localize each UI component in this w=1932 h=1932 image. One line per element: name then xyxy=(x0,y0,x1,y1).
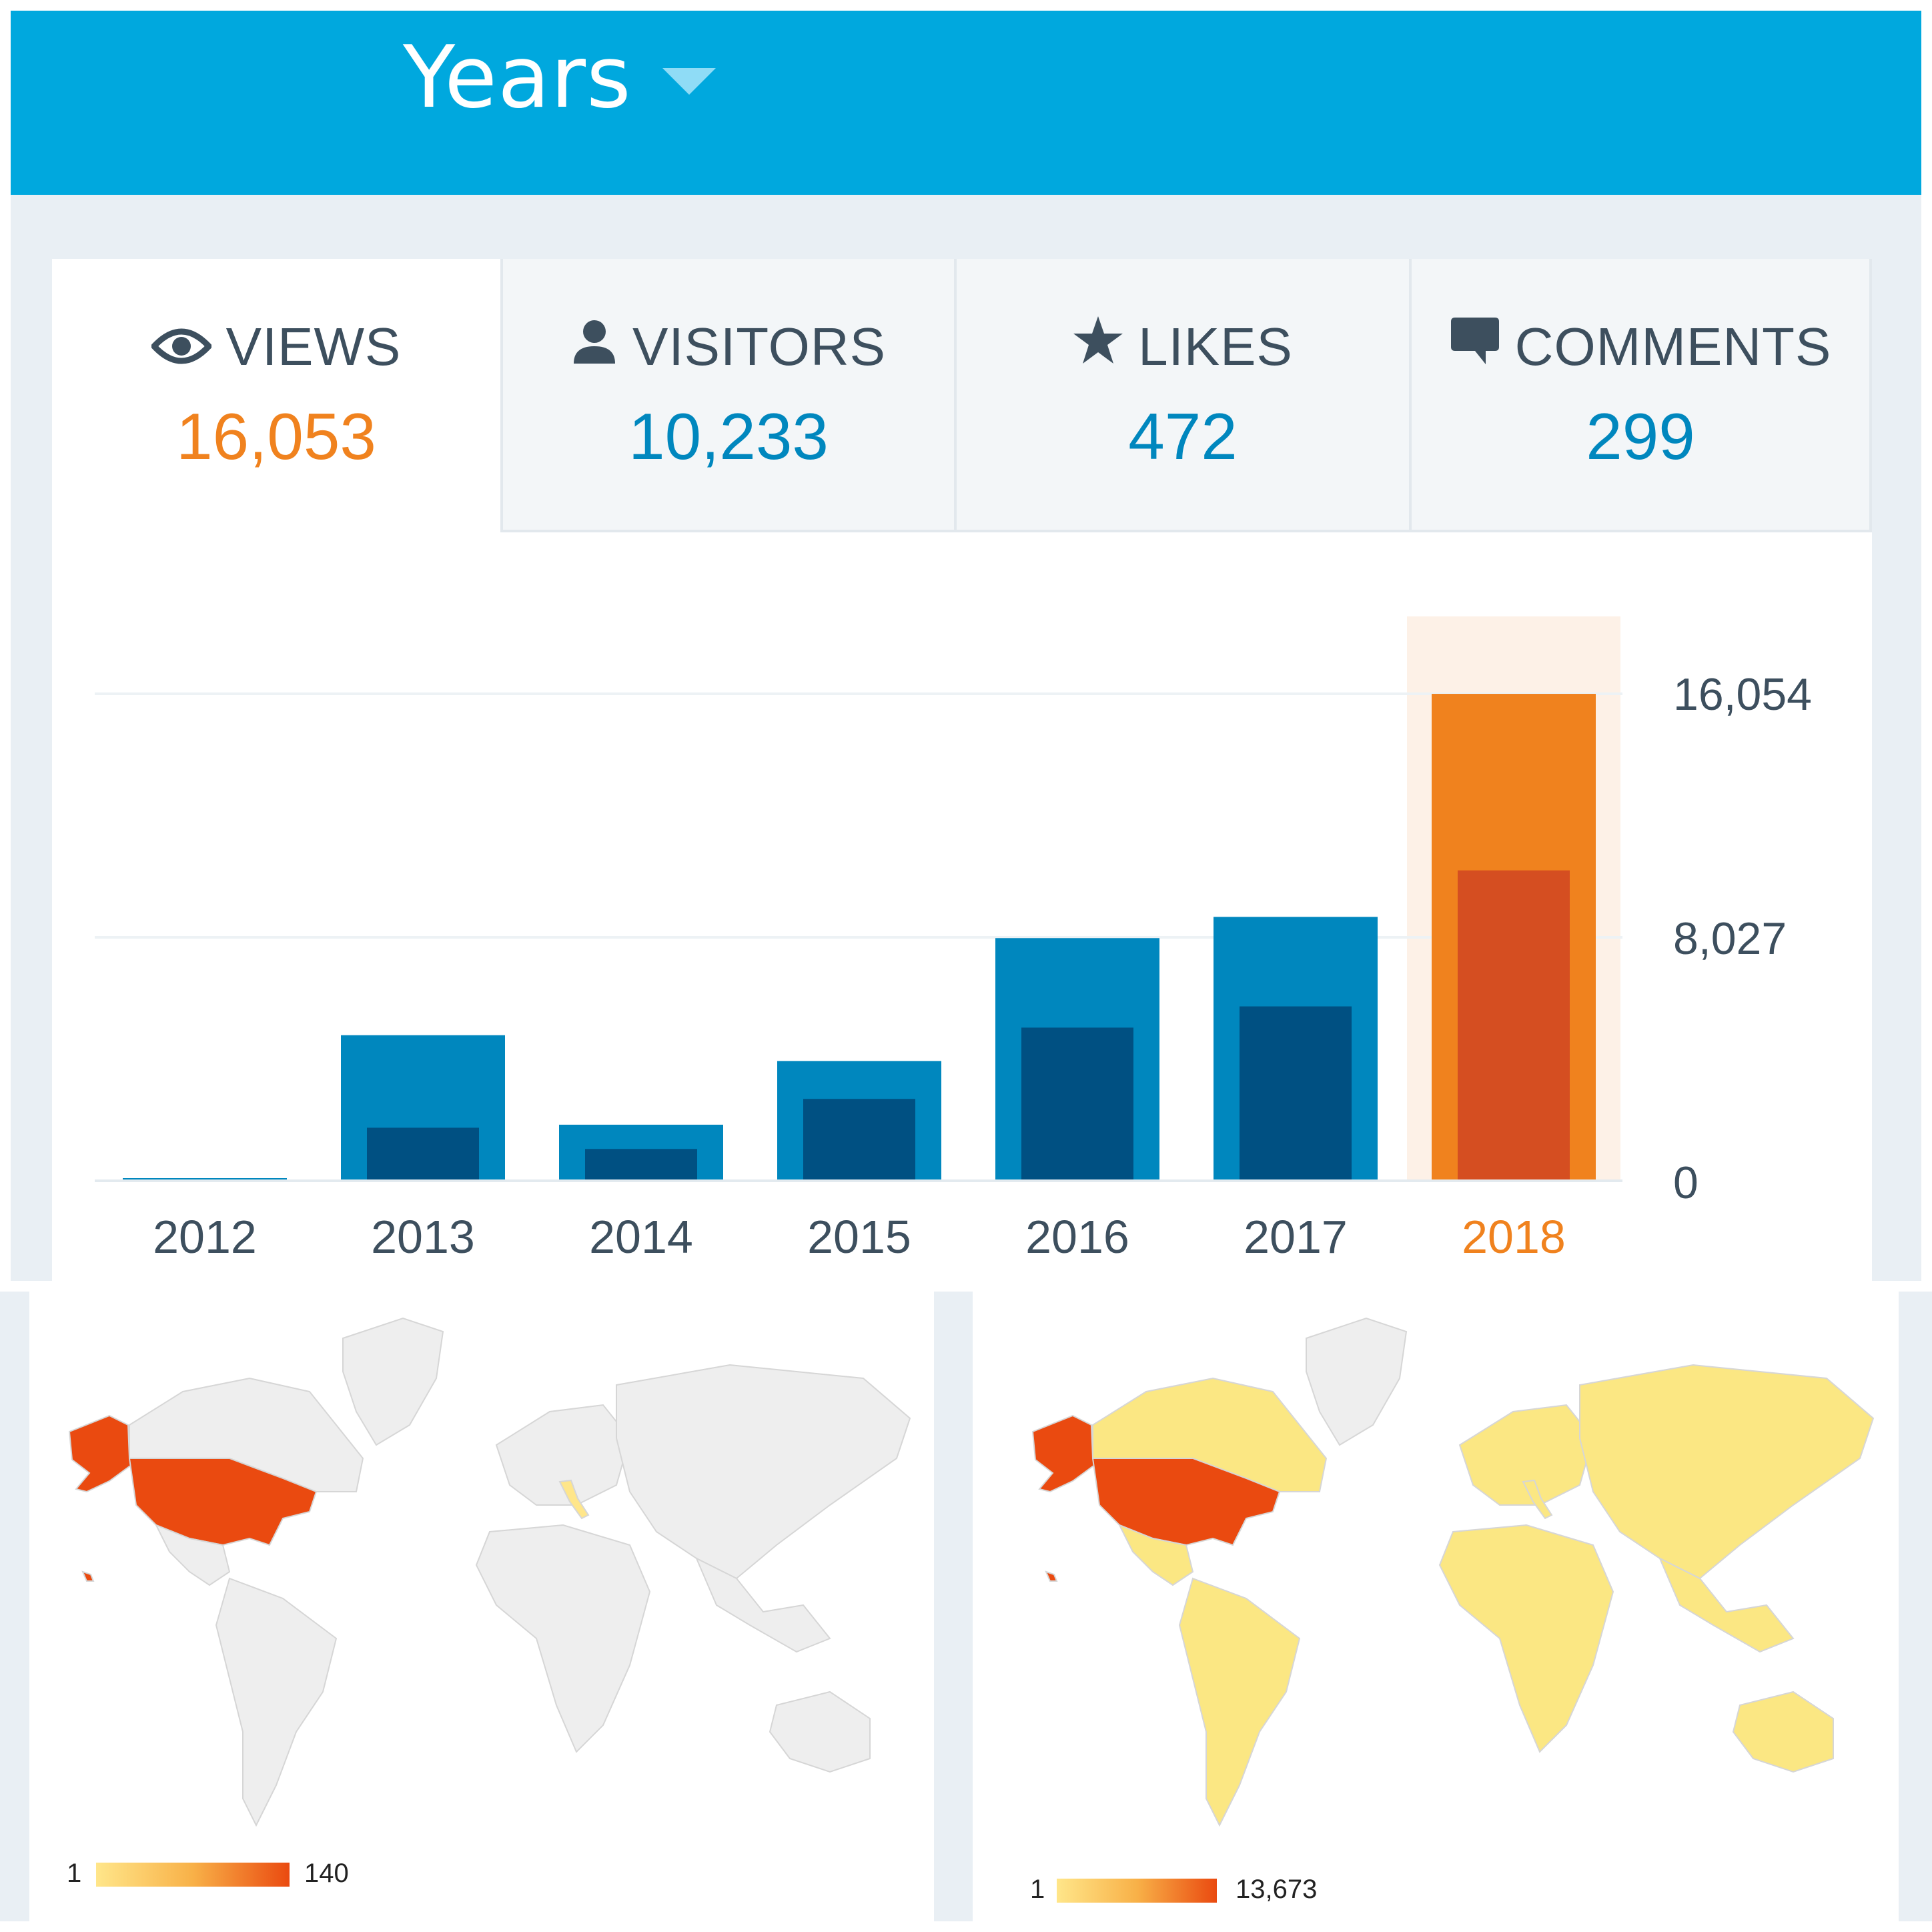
hawaii-region[interactable] xyxy=(81,1570,95,1582)
tab-visitors[interactable]: VISITORS 10,233 xyxy=(503,259,957,532)
africa-region[interactable] xyxy=(1438,1524,1614,1753)
italy-region[interactable] xyxy=(558,1479,590,1520)
top-bar: Years xyxy=(11,11,1921,195)
legend-min: 1 xyxy=(67,1859,82,1888)
tab-value: 10,233 xyxy=(628,400,829,473)
y-tick-label: 0 xyxy=(1673,1157,1699,1208)
bar-chart: 2012 2013 2014 2015 2016 2017 2018 0 8,027 16,054 xyxy=(95,616,1812,1263)
visitors-bar-2018 xyxy=(1458,870,1570,1181)
comment-icon xyxy=(1450,315,1500,378)
africa-region[interactable] xyxy=(475,1524,651,1753)
world-map-right[interactable] xyxy=(973,1292,1899,1921)
visitors-bar-2017 xyxy=(1240,1006,1352,1181)
tab-value: 299 xyxy=(1586,400,1695,473)
alaska-region[interactable] xyxy=(1031,1414,1111,1493)
person-icon xyxy=(571,316,618,378)
legend-min: 1 xyxy=(1030,1875,1045,1904)
south-america-region[interactable] xyxy=(1178,1577,1301,1827)
visitors-bar-2013 xyxy=(367,1127,479,1181)
south-asia-region[interactable] xyxy=(1658,1556,1795,1653)
mexico-region[interactable] xyxy=(1117,1524,1194,1586)
period-selector[interactable]: Years xyxy=(403,28,632,127)
tab-likes[interactable]: LIKES 472 xyxy=(957,259,1412,532)
visitors-bar-2016 xyxy=(1021,1027,1133,1181)
x-tick-label: 2012 xyxy=(153,1211,257,1263)
legend-max: 13,673 xyxy=(1236,1875,1318,1904)
europe-region[interactable] xyxy=(495,1404,631,1506)
map-panel-right: 1 13,673 xyxy=(973,1292,1899,1921)
alaska-region[interactable] xyxy=(68,1414,147,1493)
x-tick-label: 2017 xyxy=(1244,1211,1348,1263)
x-tick-label: 2016 xyxy=(1025,1211,1129,1263)
south-asia-region[interactable] xyxy=(695,1556,831,1653)
tab-label: VISITORS xyxy=(632,316,886,376)
eye-icon xyxy=(149,316,213,378)
x-tick-label: 2013 xyxy=(371,1211,475,1263)
visitors-bar-2015 xyxy=(803,1099,915,1181)
australia-region[interactable] xyxy=(1732,1690,1834,1773)
italy-region[interactable] xyxy=(1522,1479,1553,1520)
visitors-bar-2014 xyxy=(585,1149,697,1181)
greenland-region[interactable] xyxy=(1306,1317,1408,1446)
x-tick-label: 2018 xyxy=(1462,1211,1566,1263)
tab-label: LIKES xyxy=(1138,316,1293,376)
star-icon xyxy=(1073,315,1123,378)
south-america-region[interactable] xyxy=(215,1577,338,1827)
tab-value: 472 xyxy=(1128,400,1238,473)
tab-views[interactable]: VIEWS 16,053 xyxy=(52,259,503,532)
tab-comments[interactable]: COMMENTS 299 xyxy=(1412,259,1872,532)
y-tick-label: 8,027 xyxy=(1673,913,1787,964)
hawaii-region[interactable] xyxy=(1045,1570,1058,1582)
legend-gradient xyxy=(1057,1879,1217,1903)
world-map-left[interactable] xyxy=(29,1292,934,1921)
australia-region[interactable] xyxy=(769,1690,871,1773)
x-tick-label: 2015 xyxy=(807,1211,911,1263)
dropdown-caret-icon[interactable] xyxy=(662,68,716,95)
legend-gradient xyxy=(96,1863,290,1887)
tab-label: VIEWS xyxy=(225,316,402,376)
mexico-region[interactable] xyxy=(154,1524,231,1586)
tab-label: COMMENTS xyxy=(1514,316,1832,376)
asia-region[interactable] xyxy=(1579,1364,1875,1580)
legend-max: 140 xyxy=(304,1859,349,1888)
x-tick-label: 2014 xyxy=(589,1211,693,1263)
europe-region[interactable] xyxy=(1458,1404,1594,1506)
greenland-region[interactable] xyxy=(342,1317,444,1446)
y-tick-label: 16,054 xyxy=(1673,669,1812,720)
tab-value: 16,053 xyxy=(176,400,376,473)
asia-region[interactable] xyxy=(616,1364,911,1580)
map-panel-left: 1 140 xyxy=(29,1292,934,1921)
